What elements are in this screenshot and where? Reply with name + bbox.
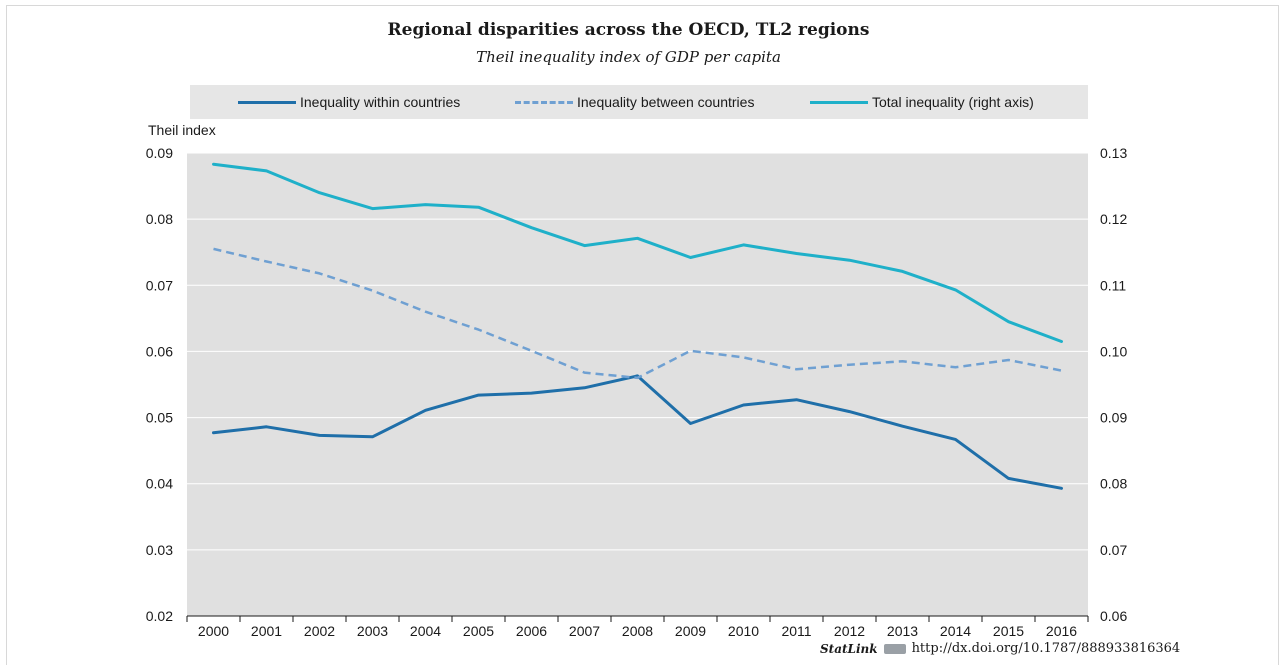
- y2-tick-label: 0.06: [1100, 608, 1127, 624]
- series-line-1: [213, 247, 1062, 380]
- y-tick-label: 0.05: [146, 410, 173, 426]
- y-tick-label: 0.09: [146, 145, 173, 161]
- x-tick-label: 2010: [728, 623, 759, 639]
- x-tick-label: 2015: [993, 623, 1024, 639]
- y2-tick-label: 0.10: [1100, 343, 1127, 359]
- x-tick-label: 2007: [569, 623, 600, 639]
- legend-item-within: Inequality within countries: [238, 85, 460, 119]
- series-line-2: [212, 162, 1063, 343]
- series-line-0: [212, 374, 1063, 490]
- y2-tick-label: 0.08: [1100, 476, 1127, 492]
- y-tick-label: 0.02: [146, 608, 173, 624]
- chart-legend: Inequality within countries Inequality b…: [190, 85, 1088, 119]
- x-tick-label: 2009: [675, 623, 706, 639]
- x-tick-label: 2016: [1046, 623, 1077, 639]
- x-tick-label: 2005: [463, 623, 494, 639]
- x-tick-label: 2011: [781, 623, 811, 639]
- legend-swatch-total: [810, 100, 868, 104]
- y2-tick-label: 0.07: [1100, 542, 1127, 558]
- chart-frame: [6, 5, 1279, 665]
- y-tick-label: 0.03: [146, 542, 173, 558]
- legend-swatch-between: [515, 100, 573, 104]
- x-tick-label: 2013: [887, 623, 918, 639]
- x-tick-label: 2008: [622, 623, 653, 639]
- x-tick-label: 2002: [304, 623, 335, 639]
- x-tick-label: 2000: [198, 623, 229, 639]
- y-tick-label: 0.07: [146, 277, 173, 293]
- x-tick-label: 2012: [834, 623, 865, 639]
- legend-item-total: Total inequality (right axis): [810, 85, 1034, 119]
- statlink-icon: [883, 643, 906, 654]
- statlink-label: StatLink: [820, 641, 878, 656]
- x-tick-label: 2004: [410, 623, 441, 639]
- x-tick-label: 2014: [940, 623, 971, 639]
- chart-subtitle: Theil inequality index of GDP per capita: [476, 48, 781, 66]
- plot-area: [187, 153, 1088, 616]
- y-tick-label: 0.04: [146, 476, 173, 492]
- y2-tick-label: 0.11: [1100, 277, 1126, 293]
- statlink-url[interactable]: http://dx.doi.org/10.1787/888933816364: [911, 641, 1181, 656]
- legend-swatch-within: [238, 100, 296, 104]
- legend-label-within: Inequality within countries: [300, 94, 461, 110]
- y-axis-label: Theil index: [148, 122, 216, 138]
- legend-label-total: Total inequality (right axis): [872, 94, 1034, 110]
- statlink-footer: StatLink http://dx.doi.org/10.1787/88893…: [820, 641, 1180, 656]
- chart-title: Regional disparities across the OECD, TL…: [387, 20, 870, 40]
- legend-item-between: Inequality between countries: [515, 85, 754, 119]
- x-tick-label: 2001: [251, 623, 282, 639]
- y2-tick-label: 0.09: [1100, 410, 1127, 426]
- x-tick-label: 2006: [516, 623, 547, 639]
- legend-label-between: Inequality between countries: [577, 94, 755, 110]
- y-tick-label: 0.08: [146, 211, 173, 227]
- y2-tick-label: 0.12: [1100, 211, 1127, 227]
- x-tick-label: 2003: [357, 623, 388, 639]
- y2-tick-label: 0.13: [1100, 145, 1127, 161]
- y-tick-label: 0.06: [146, 343, 173, 359]
